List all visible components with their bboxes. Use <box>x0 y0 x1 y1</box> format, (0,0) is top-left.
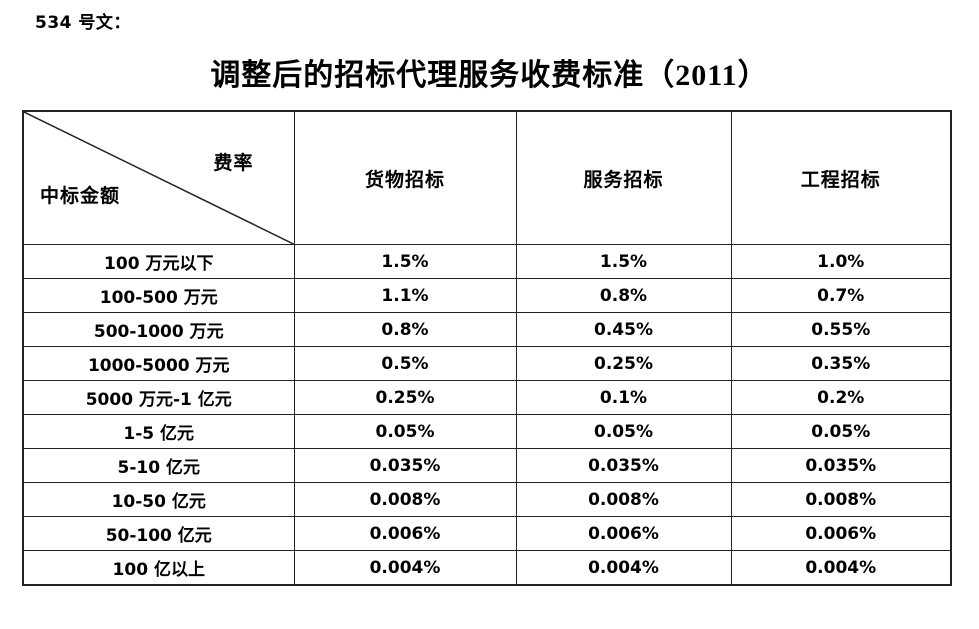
fee-value: 0.004% <box>730 550 952 586</box>
fee-value: 1.5% <box>293 244 517 279</box>
table-row: 50-100 亿元 0.006% 0.006% 0.006% <box>22 516 952 551</box>
row-label: 500-1000 万元 <box>22 312 295 347</box>
column-header-engineering-bidding: 工程招标 <box>730 110 952 245</box>
fee-value: 0.8% <box>293 312 517 347</box>
table-row: 1000-5000 万元 0.5% 0.25% 0.35% <box>22 346 952 381</box>
page-title: 调整后的招标代理服务收费标准（2011） <box>210 59 769 92</box>
fee-value: 0.035% <box>515 448 732 483</box>
fee-value: 0.05% <box>515 414 732 449</box>
table-row: 100-500 万元 1.1% 0.8% 0.7% <box>22 278 952 313</box>
diagonal-divider-line <box>24 112 294 244</box>
fee-value: 0.006% <box>730 516 952 551</box>
table-row: 1-5 亿元 0.05% 0.05% 0.05% <box>22 414 952 449</box>
fee-value: 0.05% <box>730 414 952 449</box>
table-row: 500-1000 万元 0.8% 0.45% 0.55% <box>22 312 952 347</box>
fee-value: 0.45% <box>515 312 732 347</box>
corner-label-bid-amount: 中标金额 <box>40 186 121 207</box>
corner-header-cell: 费率 中标金额 <box>22 110 295 245</box>
fee-value: 0.2% <box>730 380 952 415</box>
fee-value: 0.1% <box>515 380 732 415</box>
fee-value: 0.05% <box>293 414 517 449</box>
table-row: 100 亿以上 0.004% 0.004% 0.004% <box>22 550 952 586</box>
fee-value: 0.35% <box>730 346 952 381</box>
fee-value: 0.008% <box>515 482 732 517</box>
row-label: 5-10 亿元 <box>22 448 295 483</box>
fee-value: 0.7% <box>730 278 952 313</box>
fee-value: 0.008% <box>293 482 517 517</box>
fee-value: 1.0% <box>730 244 952 279</box>
row-label: 100 万元以下 <box>22 244 295 279</box>
row-label: 50-100 亿元 <box>22 516 295 551</box>
table-header: 费率 中标金额 货物招标 服务招标 工程招标 <box>22 110 952 245</box>
corner-label-fee-rate: 费率 <box>213 153 254 174</box>
fee-value: 0.8% <box>515 278 732 313</box>
fee-value: 0.035% <box>293 448 517 483</box>
row-label: 10-50 亿元 <box>22 482 295 517</box>
table-row: 100 万元以下 1.5% 1.5% 1.0% <box>22 244 952 279</box>
fee-value: 0.008% <box>730 482 952 517</box>
fee-value: 0.035% <box>730 448 952 483</box>
fee-value: 0.006% <box>293 516 517 551</box>
fee-value: 0.55% <box>730 312 952 347</box>
fee-value: 1.1% <box>293 278 517 313</box>
header-row: 费率 中标金额 货物招标 服务招标 工程招标 <box>22 110 952 245</box>
table-row: 5000 万元-1 亿元 0.25% 0.1% 0.2% <box>22 380 952 415</box>
table-row: 10-50 亿元 0.008% 0.008% 0.008% <box>22 482 952 517</box>
table-row: 5-10 亿元 0.035% 0.035% 0.035% <box>22 448 952 483</box>
fee-rate-table: 费率 中标金额 货物招标 服务招标 工程招标 100 万元以下 1.5% 1.5… <box>22 110 952 586</box>
column-header-goods-bidding: 货物招标 <box>293 110 517 245</box>
row-label: 1000-5000 万元 <box>22 346 295 381</box>
row-label: 100 亿以上 <box>22 550 295 586</box>
fee-value: 0.5% <box>293 346 517 381</box>
doc-number: 534 号文： <box>35 13 131 33</box>
table-body: 100 万元以下 1.5% 1.5% 1.0% 100-500 万元 1.1% … <box>22 244 952 586</box>
fee-value: 0.004% <box>293 550 517 586</box>
row-label: 5000 万元-1 亿元 <box>22 380 295 415</box>
row-label: 100-500 万元 <box>22 278 295 313</box>
fee-value: 0.004% <box>515 550 732 586</box>
fee-value: 0.25% <box>515 346 732 381</box>
fee-value: 1.5% <box>515 244 732 279</box>
fee-value: 0.006% <box>515 516 732 551</box>
fee-value: 0.25% <box>293 380 517 415</box>
row-label: 1-5 亿元 <box>22 414 295 449</box>
column-header-service-bidding: 服务招标 <box>515 110 732 245</box>
